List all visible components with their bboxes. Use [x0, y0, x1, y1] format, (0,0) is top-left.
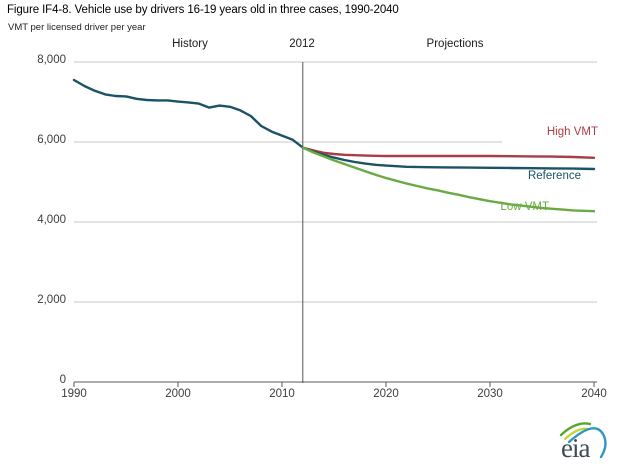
- x-tick-label-2040: 2040: [581, 388, 607, 400]
- legend-reference: Reference: [527, 170, 581, 182]
- logo-green-arc-icon: [559, 422, 592, 437]
- x-tick-label-1990: 1990: [61, 388, 87, 400]
- series-line-low_vmt: [301, 146, 596, 213]
- logo-text: eia: [561, 433, 590, 463]
- series-line-high_vmt: [301, 146, 596, 160]
- page-title: Figure IF4-8. Vehicle use by drivers 16-…: [7, 4, 399, 16]
- logo-blue-swoosh-icon: [567, 427, 607, 459]
- x-tick-label-2020: 2020: [373, 388, 399, 400]
- divider-year-label: 2012: [289, 38, 315, 50]
- legend-low-vmt: Low VMT: [500, 201, 549, 213]
- series-line-reference: [301, 146, 596, 171]
- history-region-label: History: [172, 38, 208, 50]
- y-tick-label-6000: 6,000: [37, 134, 66, 146]
- x-tick-label-2000: 2000: [165, 388, 191, 400]
- y-tick-label-8000: 8,000: [37, 54, 66, 66]
- series-line-history: [72, 78, 304, 149]
- axis-unit-label: VMT per licensed driver per year: [8, 22, 146, 33]
- projections-region-label: Projections: [426, 38, 484, 50]
- x-tick-label-2030: 2030: [477, 388, 503, 400]
- x-tick-label-2010: 2010: [269, 388, 295, 400]
- y-tick-label-0: 0: [59, 374, 66, 386]
- legend-high-vmt: High VMT: [546, 126, 598, 138]
- y-tick-label-4000: 4,000: [37, 214, 66, 226]
- eia-logo: eia: [559, 422, 607, 463]
- y-tick-label-2000: 2,000: [37, 294, 66, 306]
